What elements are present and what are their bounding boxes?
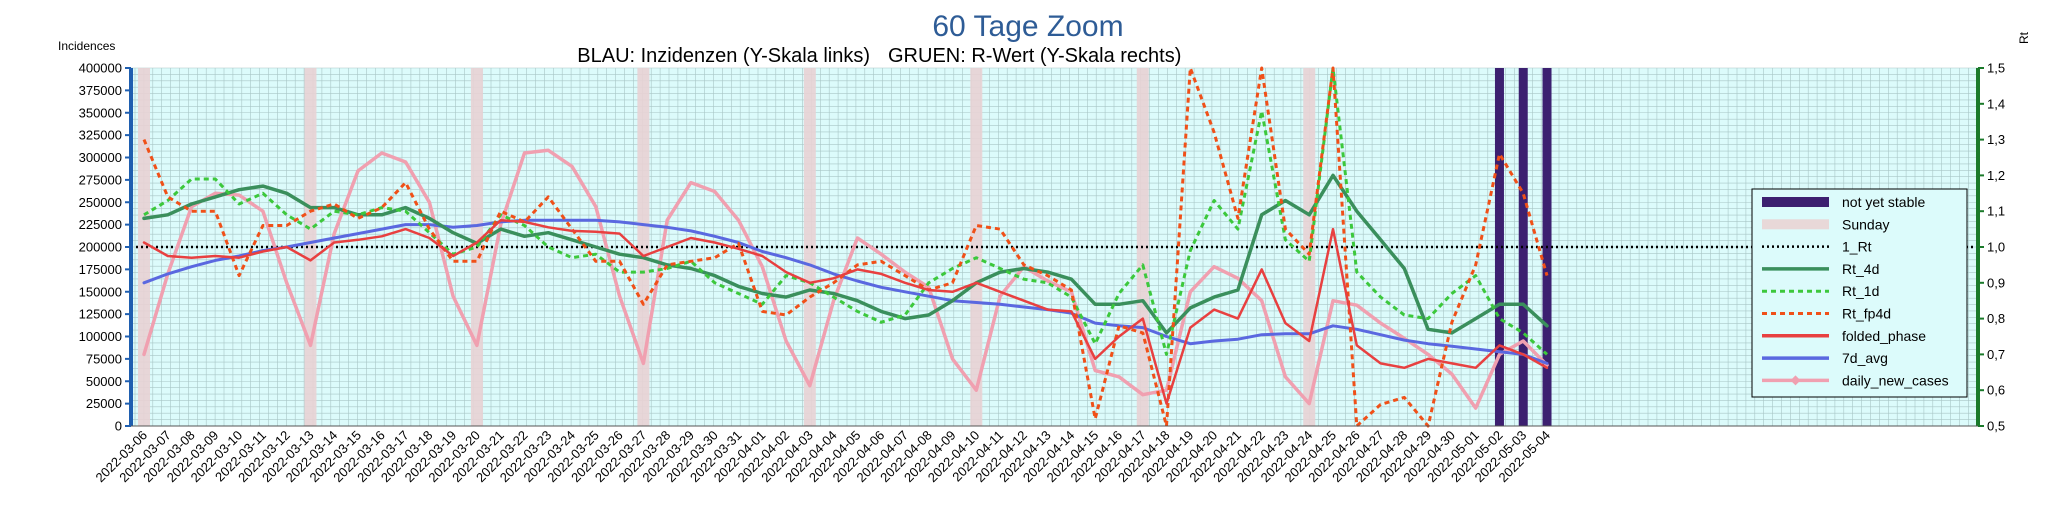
- y-tick-left-label: 25000: [86, 396, 122, 411]
- y-tick-left-label: 300000: [79, 150, 122, 165]
- legend-label: 1_Rt: [1842, 239, 1872, 255]
- y-tick-left-label: 225000: [79, 217, 122, 232]
- series-line-daily-new-cases: [142, 148, 1549, 410]
- legend: not yet stable Sunday 1_Rt Rt_4d Rt_1d Rt_fp4…: [1751, 188, 1968, 398]
- y-tick-left-label: 50000: [86, 374, 122, 389]
- chart-subtitle-right: GRUEN: R-Wert (Y-Skala rechts): [888, 45, 1181, 67]
- legend-swatch-Sunday: [1762, 219, 1829, 230]
- y-tick-left-label: 75000: [86, 351, 122, 366]
- y-tick-left-label: 150000: [79, 284, 122, 299]
- y-axis-right-title: Rt: [2017, 31, 2031, 44]
- legend-label: Rt_fp4d: [1842, 306, 1891, 322]
- grid: [131, 67, 1978, 427]
- legend-label: Rt_4d: [1842, 261, 1879, 277]
- legend-label: Rt_1d: [1842, 283, 1879, 299]
- legend-swatch-not-yet-stable: [1762, 197, 1829, 207]
- y-tick-right-label: 1,1: [1987, 204, 2005, 219]
- series-group: [142, 66, 1549, 428]
- y-tick-left-label: 275000: [79, 172, 122, 187]
- legend-label: folded_phase: [1842, 328, 1926, 344]
- chart-subtitle-left: BLAU: Inzidenzen (Y-Skala links): [577, 45, 870, 67]
- legend-label: Sunday: [1842, 216, 1889, 232]
- y-tick-right-label: 0,9: [1987, 275, 2005, 290]
- legend-label: daily_new_cases: [1842, 372, 1949, 388]
- y-tick-right-label: 0,7: [1987, 347, 2005, 362]
- y-tick-left-label: 250000: [79, 195, 122, 210]
- legend-marker-diamond: [1790, 375, 1801, 386]
- legend-label: not yet stable: [1842, 194, 1925, 210]
- y-tick-left-label: 175000: [79, 262, 122, 277]
- chart-title: 60 Tage Zoom: [932, 10, 1123, 43]
- y-tick-right-label: 1,2: [1987, 168, 2005, 183]
- y-ticks-right: 0,5 0,6 0,7 0,8 0,9 1,0 1,1 1,2 1,3 1,4 1,5: [1978, 61, 2005, 434]
- y-tick-right-label: 1,5: [1987, 61, 2005, 76]
- y-tick-left-label: 375000: [79, 83, 122, 98]
- x-ticks: 2022-03-062022-03-072022-03-082022-03-09…: [92, 428, 1553, 486]
- y-tick-right-label: 1,3: [1987, 132, 2005, 147]
- not-yet-stable-bar: [1494, 68, 1504, 426]
- y-tick-right-label: 1,4: [1987, 96, 2005, 111]
- y-tick-left-label: 0: [115, 419, 122, 434]
- sunday-band: [138, 68, 150, 426]
- y-tick-left-label: 200000: [79, 240, 122, 255]
- y-tick-left-label: 100000: [79, 329, 122, 344]
- legend-label: 7d_avg: [1842, 350, 1888, 366]
- not-yet-stable-bar: [1518, 68, 1528, 426]
- series-line-7d-avg: [142, 218, 1549, 365]
- series-line-Rt-4d: [142, 173, 1549, 335]
- y-tick-left-label: 125000: [79, 307, 122, 322]
- y-tick-right-label: 1,0: [1987, 240, 2005, 255]
- y-tick-right-label: 0,8: [1987, 311, 2005, 326]
- sunday-band: [803, 68, 816, 426]
- y-tick-left-label: 400000: [79, 61, 122, 76]
- y-tick-right-label: 0,6: [1987, 383, 2005, 398]
- y-tick-left-label: 350000: [79, 105, 122, 120]
- y-ticks-left: 0 25000 50000 75000 100000 125000 150000 175000…: [79, 61, 131, 434]
- y-tick-right-label: 0,5: [1987, 419, 2005, 434]
- y-axis-left-title: Incidences: [58, 39, 115, 53]
- y-tick-left-label: 325000: [79, 128, 122, 143]
- series-line-folded-phase: [142, 218, 1549, 405]
- series-line-Rt-fp4d: [142, 66, 1549, 428]
